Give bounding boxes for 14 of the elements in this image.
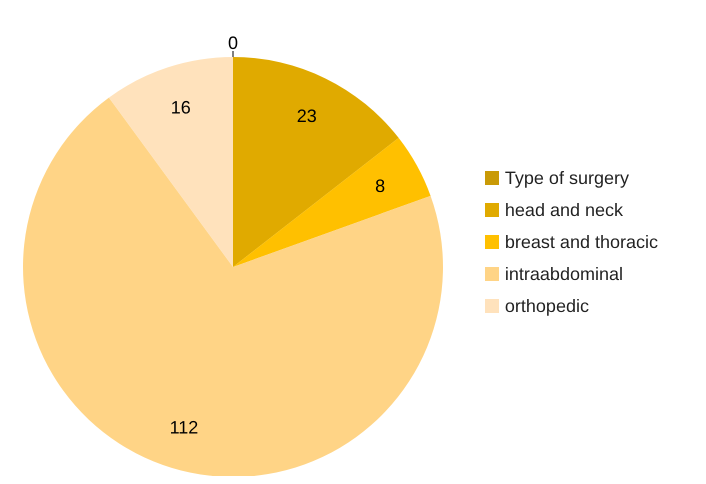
data-label: 112 — [170, 418, 198, 438]
data-label: 8 — [375, 176, 386, 196]
legend-label: intraabdominal — [504, 263, 623, 286]
data-label: 16 — [170, 97, 191, 118]
legend-label: orthopedic — [504, 295, 589, 318]
legend-label: breast and thoracic — [504, 231, 658, 254]
text: 0 — [228, 33, 238, 53]
pie-slice — [108, 57, 233, 267]
data-label: 23 — [296, 106, 317, 126]
pie-slice — [23, 98, 443, 476]
pie-slice — [233, 138, 431, 267]
legend-label: head and neck — [504, 199, 624, 222]
pie-slice — [233, 57, 399, 267]
legend-label: Type of surgery — [504, 167, 629, 190]
